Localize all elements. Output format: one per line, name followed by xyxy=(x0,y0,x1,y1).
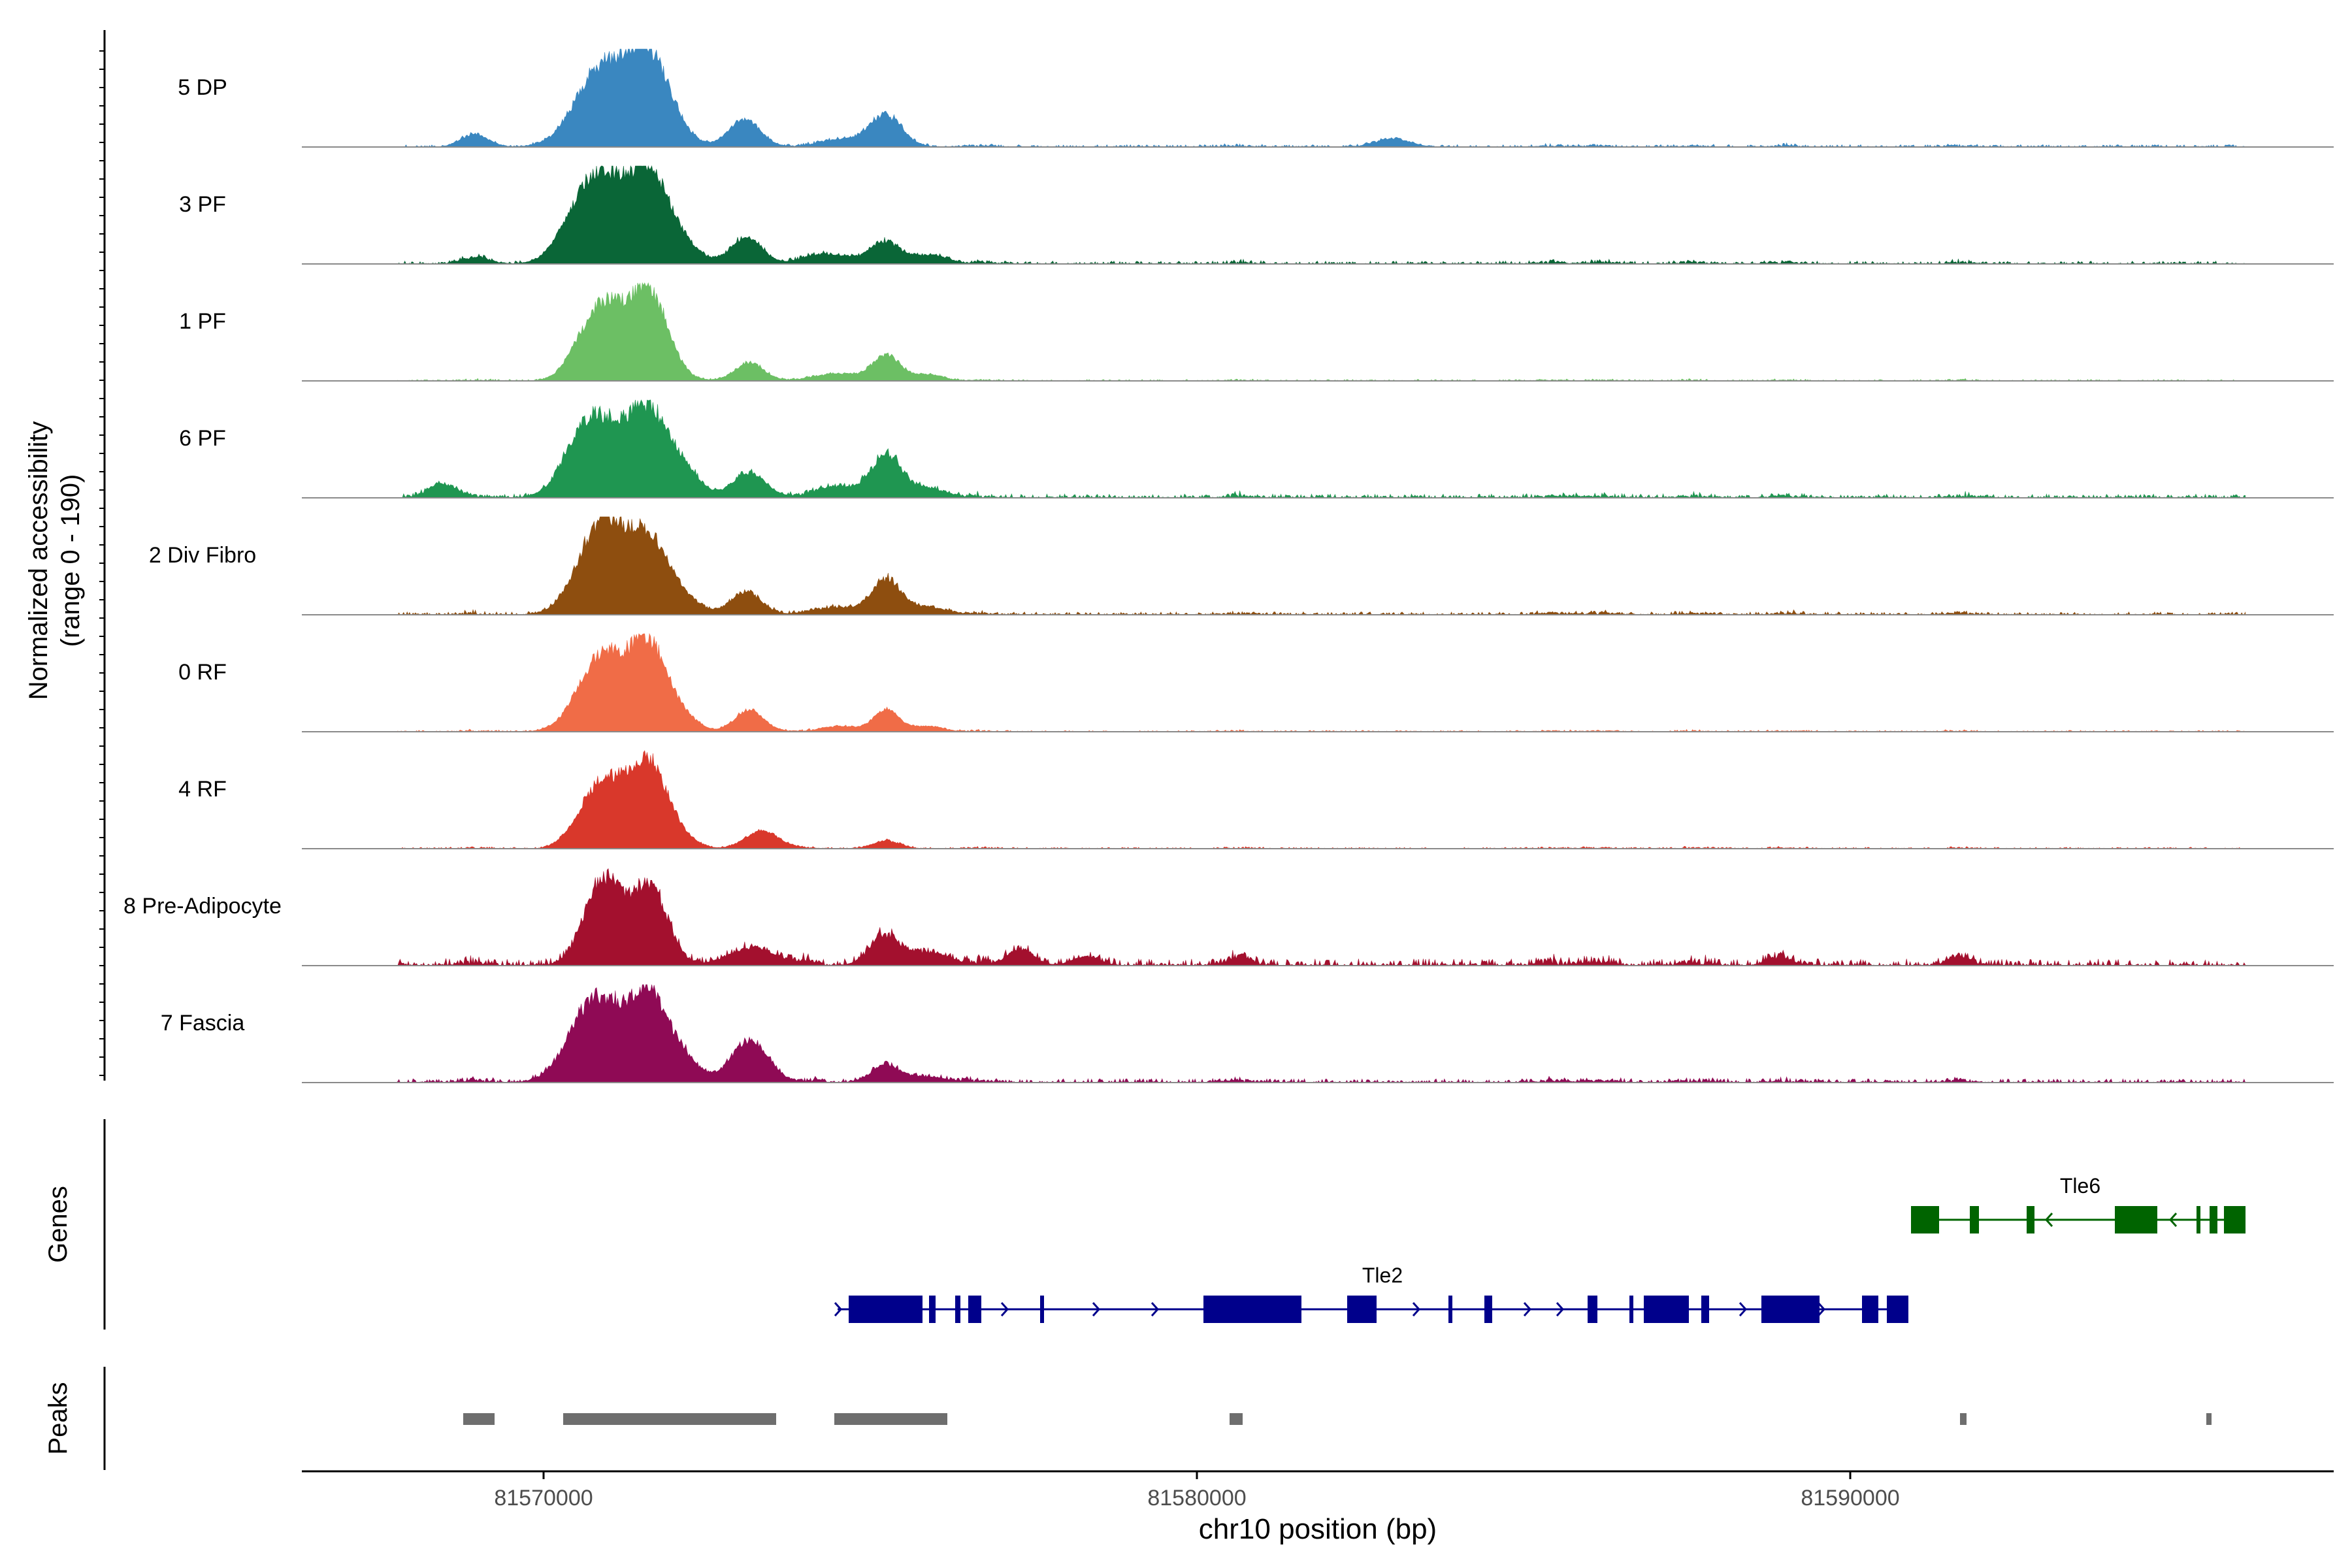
gene-strand-arrow xyxy=(1092,1301,1101,1317)
track-label: 8 Pre-Adipocyte xyxy=(123,894,282,919)
track-2-div-fibro: 2 Div Fibro xyxy=(149,516,2334,615)
gene-strand-arrow xyxy=(2044,1212,2053,1228)
gene-exon xyxy=(2224,1206,2246,1233)
peak-region xyxy=(563,1413,776,1425)
x-axis-tick-label: 81590000 xyxy=(1801,1486,1899,1511)
gene-exon xyxy=(1203,1296,1301,1323)
gene-exon xyxy=(1484,1296,1492,1323)
gene-tle2: Tle2 xyxy=(834,1264,1908,1323)
gene-exon xyxy=(955,1296,960,1323)
track-label: 0 RF xyxy=(178,660,227,685)
gene-exon xyxy=(1862,1296,1878,1323)
track-label: 2 Div Fibro xyxy=(149,543,256,568)
gene-exon xyxy=(1911,1206,1939,1233)
track-label: 4 RF xyxy=(178,777,227,802)
gene-strand-arrow xyxy=(2168,1212,2178,1228)
gene-exon xyxy=(1040,1296,1044,1323)
peak-region xyxy=(1960,1413,1967,1425)
track-7-fascia: 7 Fascia xyxy=(161,984,2334,1083)
coverage-area xyxy=(396,984,2246,1083)
track-label: 7 Fascia xyxy=(161,1011,245,1036)
track-4-rf: 4 RF xyxy=(178,750,2334,849)
track-6-pf: 6 PF xyxy=(179,399,2334,498)
gene-exon xyxy=(2197,1206,2200,1233)
track-5-dp: 5 DP xyxy=(178,48,2334,148)
gene-exon xyxy=(2115,1206,2157,1233)
track-label: 6 PF xyxy=(179,426,226,451)
peaks-panel-label: Peaks xyxy=(44,1382,73,1454)
y-axis-label: Normalized accessibility xyxy=(24,421,53,700)
peak-track xyxy=(463,1413,2212,1425)
gene-exon xyxy=(1448,1296,1452,1323)
y-axis-label-range: (range 0 - 190) xyxy=(56,474,85,647)
track-label: 1 PF xyxy=(179,309,226,334)
coverage-area xyxy=(396,516,2246,615)
gene-exon xyxy=(929,1296,936,1323)
gene-exon xyxy=(2210,1206,2217,1233)
gene-strand-arrow xyxy=(1000,1301,1009,1317)
track-1-pf: 1 PF xyxy=(179,282,2334,382)
gene-exon xyxy=(1588,1296,1597,1323)
gene-strand-arrow xyxy=(1412,1301,1421,1317)
gene-strand-arrow xyxy=(1523,1301,1532,1317)
coverage-axis xyxy=(99,30,106,1081)
gene-strand-arrow xyxy=(1151,1301,1160,1317)
coverage-axis-ticks xyxy=(99,50,105,1076)
gene-exon xyxy=(1629,1296,1633,1323)
track-label: 5 DP xyxy=(178,75,227,100)
coverage-tracks: 5 DP 3 PF 1 PF 6 PF 2 Div Fibro 0 RF 4 RF 8 Pre… xyxy=(123,48,2334,1083)
coverage-area xyxy=(396,48,2246,148)
x-axis-label: chr10 position (bp) xyxy=(1199,1513,1437,1545)
gene-name: Tle2 xyxy=(1362,1264,1403,1287)
gene-exon xyxy=(1701,1296,1709,1323)
x-axis-tick-label: 81570000 xyxy=(494,1486,593,1511)
track-8-pre-adipocyte: 8 Pre-Adipocyte xyxy=(123,868,2334,967)
peak-region xyxy=(1230,1413,1243,1425)
peak-region xyxy=(463,1413,495,1425)
gene-exon xyxy=(1761,1296,1820,1323)
genes-panel-label: Genes xyxy=(44,1186,73,1263)
gene-strand-arrow xyxy=(1817,1301,1826,1317)
gene-strand-arrow xyxy=(834,1301,843,1317)
x-axis-ticks: 81570000 81580000 81590000 xyxy=(494,1471,1900,1511)
gene-exon xyxy=(1970,1206,1979,1233)
gene-name: Tle6 xyxy=(2060,1174,2100,1198)
gene-track: Tle6 Tle2 xyxy=(834,1174,2246,1323)
gene-exon xyxy=(1887,1296,1908,1323)
gene-exon xyxy=(1347,1296,1377,1323)
peak-region xyxy=(2206,1413,2212,1425)
gene-exon xyxy=(2027,1206,2034,1233)
track-0-rf: 0 RF xyxy=(178,632,2334,732)
gene-tle6: Tle6 xyxy=(1911,1174,2246,1233)
gene-exon xyxy=(849,1296,923,1323)
gene-exon xyxy=(1644,1296,1689,1323)
gene-exon xyxy=(968,1296,981,1323)
track-3-pf: 3 PF xyxy=(179,165,2334,265)
track-label: 3 PF xyxy=(179,192,226,217)
gene-strand-arrow xyxy=(1556,1301,1565,1317)
peak-region xyxy=(834,1413,947,1425)
gene-strand-arrow xyxy=(1739,1301,1748,1317)
coverage-area xyxy=(396,399,2246,498)
x-axis-tick-label: 81580000 xyxy=(1147,1486,1246,1511)
